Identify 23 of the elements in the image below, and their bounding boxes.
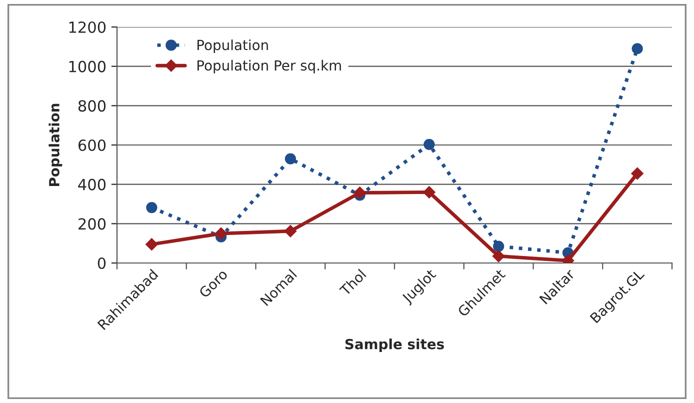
legend-label: Population: [198, 40, 268, 53]
point: [631, 167, 644, 180]
y-tick-label: 200: [78, 218, 106, 230]
legend-label: Population Per sq.km: [198, 60, 341, 74]
y-tick-label: 400: [78, 178, 106, 190]
point: [214, 227, 228, 240]
point: [493, 240, 504, 252]
point: [424, 138, 435, 150]
point: [284, 153, 296, 164]
point: [354, 186, 366, 199]
y-tick-label: 600: [78, 139, 106, 152]
point: [146, 202, 158, 214]
y-tick-label: 1000: [69, 60, 106, 72]
y-axis-title: Population: [48, 104, 62, 186]
y-tick-label: 800: [78, 100, 106, 112]
point: [423, 186, 436, 198]
x-axis-title: Sample sites: [345, 338, 444, 352]
y-tick-label: 1200: [69, 21, 106, 34]
point: [632, 43, 643, 54]
point: [492, 250, 505, 262]
point: [284, 225, 297, 238]
y-tick-label: 0: [98, 257, 106, 270]
point: [146, 238, 158, 250]
